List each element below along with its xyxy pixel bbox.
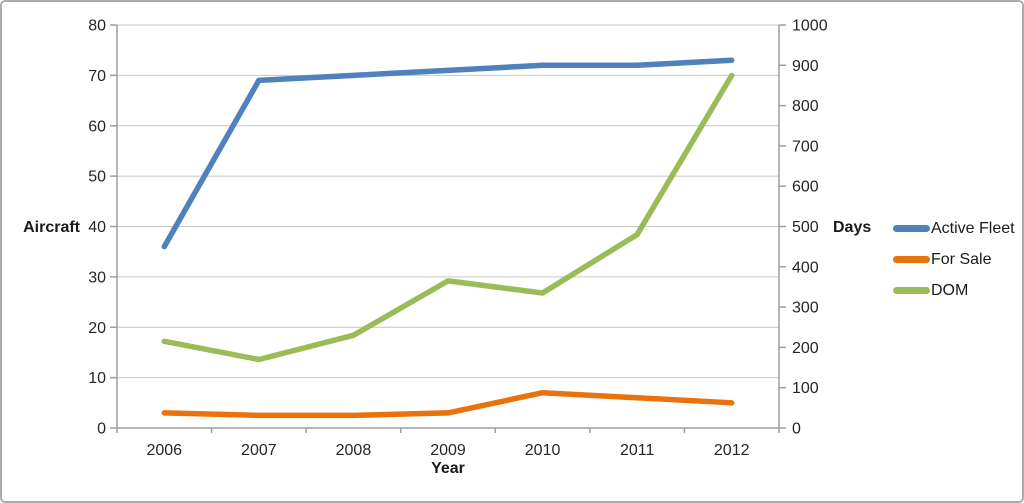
legend-item-active-fleet: Active Fleet (893, 213, 1015, 244)
left-axis-tick-label: 80 (88, 18, 106, 35)
right-axis-tick-label: 400 (792, 259, 819, 276)
series-line-for-sale (161, 389, 735, 419)
right-axis-tick-label: 600 (792, 179, 819, 196)
x-axis-tick-label: 2007 (241, 442, 277, 459)
left-axis-tick-label: 70 (88, 68, 106, 85)
left-axis-title: Aircraft (23, 219, 80, 236)
series-line-dom (161, 72, 735, 363)
right-axis-title: Days (833, 219, 872, 236)
legend-label-for-sale: For Sale (931, 250, 992, 268)
legend-swatch-for-sale (893, 256, 930, 263)
right-axis-tick-label: 700 (792, 138, 819, 155)
x-axis-tick-label: 2010 (525, 442, 561, 459)
x-axis-tick-label: 2006 (146, 442, 182, 459)
left-axis-tick-label: 30 (88, 269, 106, 286)
left-axis-tick-label: 50 (88, 169, 106, 186)
right-axis-tick-label: 900 (792, 58, 819, 75)
right-axis-tick-label: 0 (792, 421, 801, 438)
x-axis-tick-label: 2011 (620, 442, 655, 459)
legend-label-dom: DOM (931, 281, 969, 299)
right-axis-tick-label: 800 (792, 98, 819, 115)
left-axis-tick-label: 40 (88, 219, 106, 236)
x-axis-tick-label: 2008 (336, 442, 372, 459)
left-axis-tick-label: 0 (97, 421, 106, 438)
legend-swatch-dom (893, 287, 930, 294)
right-axis-tick-label: 200 (792, 340, 819, 357)
x-axis-tick-label: 2009 (430, 442, 466, 459)
x-axis-title: Year (431, 460, 465, 477)
left-axis-tick-label: 20 (88, 320, 106, 337)
legend-item-for-sale: For Sale (893, 244, 1015, 275)
legend: Active Fleet For Sale DOM (893, 213, 1015, 306)
x-axis-tick-label: 2012 (714, 442, 750, 459)
left-axis-tick-label: 60 (88, 118, 106, 135)
right-axis-tick-label: 100 (792, 380, 819, 397)
right-axis-tick-label: 1000 (792, 18, 828, 35)
left-axis-tick-label: 10 (88, 370, 106, 387)
right-axis-tick-label: 300 (792, 300, 819, 317)
legend-swatch-active-fleet (893, 225, 930, 232)
series-line-active-fleet (161, 57, 735, 250)
right-axis-tick-label: 500 (792, 219, 819, 236)
legend-label-active-fleet: Active Fleet (931, 219, 1015, 237)
legend-item-dom: DOM (893, 275, 1015, 306)
